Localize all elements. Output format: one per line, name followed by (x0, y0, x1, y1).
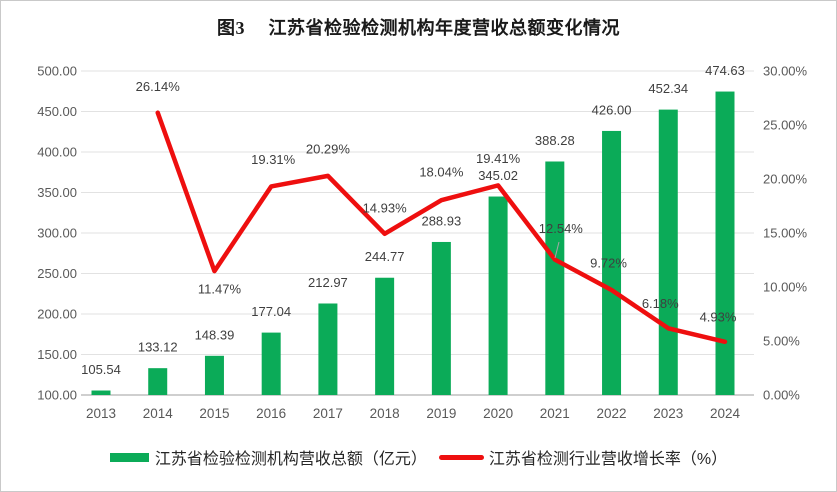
line-value-label: 19.31% (251, 152, 296, 167)
line-value-label: 6.18% (642, 296, 679, 311)
right-axis-tick: 20.00% (763, 172, 808, 187)
line-value-label: 20.29% (306, 141, 351, 156)
revenue-bar (204, 355, 224, 395)
label-leader-line (554, 241, 560, 259)
left-axis-tick: 100.00 (37, 388, 77, 403)
line-value-label: 14.93% (363, 200, 408, 215)
bar-value-label: 212.97 (308, 275, 348, 290)
left-axis-tick: 350.00 (37, 185, 77, 200)
right-axis-tick: 5.00% (763, 334, 800, 349)
revenue-bar (715, 91, 735, 396)
legend-line-label: 江苏省检测行业营收增长率（%） (488, 451, 728, 468)
chart-canvas: 100.00 150.00 200.00 250.00 300.00 350.00 400.… (37, 63, 808, 421)
bar-value-label: 345.02 (478, 168, 518, 183)
x-axis-category: 2019 (426, 406, 456, 421)
left-axis-tick: 300.00 (37, 226, 77, 241)
revenue-bar (261, 332, 281, 395)
left-axis-tick: 400.00 (37, 145, 77, 160)
revenue-bar (91, 390, 111, 395)
right-axis-tick: 0.00% (763, 388, 800, 403)
revenue-bar (602, 130, 622, 395)
revenue-bar (488, 196, 508, 395)
x-axis-category: 2016 (256, 406, 286, 421)
revenue-bar (658, 109, 678, 395)
bar-value-label: 388.28 (535, 133, 575, 148)
revenue-bar (545, 161, 565, 395)
chart-title: 图3 江苏省检验检测机构年度营收总额变化情况 (217, 18, 620, 38)
x-axis-category: 2020 (483, 406, 513, 421)
legend-bar-swatch (109, 452, 149, 462)
x-axis-category: 2017 (313, 406, 343, 421)
x-axis-category: 2022 (597, 406, 627, 421)
revenue-bar (375, 277, 395, 395)
bar-value-label: 133.12 (138, 340, 178, 355)
chart-legend: 江苏省检验检测机构营收总额（亿元） 江苏省检测行业营收增长率（%） (1, 445, 836, 469)
bar-value-label: 452.34 (648, 81, 688, 96)
x-axis-category: 2013 (86, 406, 116, 421)
line-value-label: 26.14% (136, 79, 181, 94)
left-axis-tick: 450.00 (37, 104, 77, 119)
x-axis-category: 2015 (199, 406, 229, 421)
right-axis-tick: 10.00% (763, 280, 808, 295)
line-value-label: 12.54% (539, 221, 584, 236)
right-axis-tick: 15.00% (763, 226, 808, 241)
line-value-label: 4.93% (700, 309, 737, 324)
revenue-bar (318, 303, 338, 395)
bar-value-label: 426.00 (592, 102, 632, 117)
growth-rate-line (155, 110, 728, 345)
left-axis-tick: 150.00 (37, 347, 77, 362)
line-value-label: 18.04% (419, 165, 464, 180)
bar-value-label: 244.77 (365, 249, 405, 264)
left-axis-tick: 200.00 (37, 307, 77, 322)
right-axis-tick: 25.00% (763, 118, 808, 133)
bar-value-label: 288.93 (421, 213, 461, 228)
legend-bar-label: 江苏省检验检测机构营收总额（亿元） (154, 451, 427, 468)
bar-value-label: 474.63 (705, 63, 745, 78)
left-axis-tick: 500.00 (37, 64, 77, 79)
revenue-bar (148, 368, 168, 395)
bar-value-label: 105.54 (81, 362, 121, 377)
line-value-label: 11.47% (198, 282, 242, 297)
x-axis-category: 2014 (143, 406, 174, 421)
x-axis-category: 2023 (653, 406, 683, 421)
bar-value-label: 148.39 (195, 327, 235, 342)
legend-line-swatch (438, 454, 484, 460)
right-axis-tick: 30.00% (763, 64, 808, 79)
line-value-label: 9.72% (590, 256, 627, 271)
x-axis-category: 2018 (370, 406, 400, 421)
revenue-bar (431, 241, 451, 395)
line-value-label: 19.41% (476, 151, 521, 166)
x-axis-category: 2021 (540, 406, 570, 421)
x-axis-category: 2024 (710, 406, 741, 421)
bar-value-label: 177.04 (251, 304, 291, 319)
left-axis-tick: 250.00 (37, 266, 77, 281)
